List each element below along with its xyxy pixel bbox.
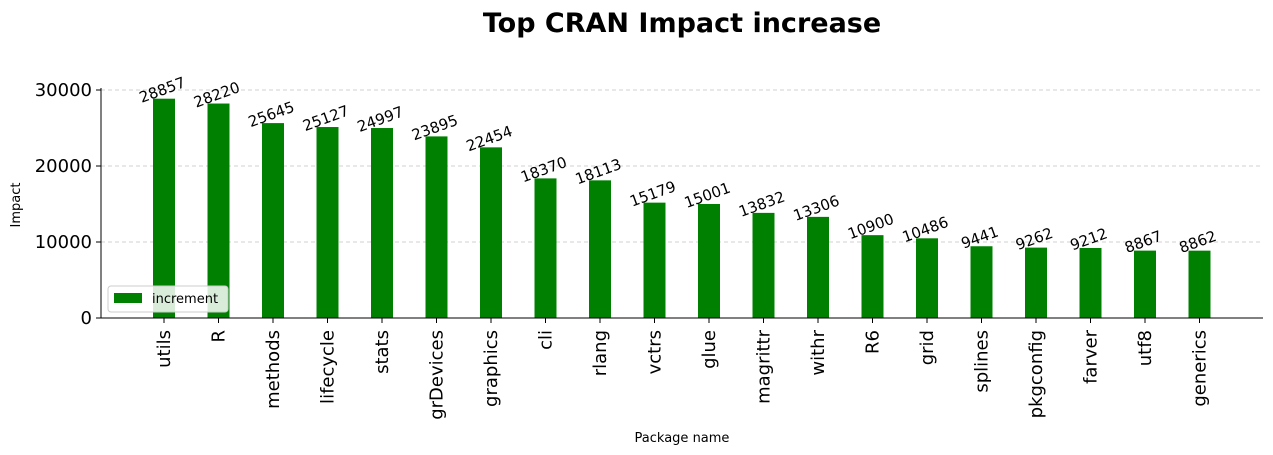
- x-tick-label: R: [209, 330, 230, 343]
- bar-grid: [916, 238, 938, 318]
- legend-swatch: [114, 293, 142, 303]
- bar-generics: [1188, 250, 1211, 318]
- bar-lifecycle: [316, 127, 339, 319]
- x-tick-label: grDevices: [427, 330, 448, 420]
- x-tick-label: cli: [536, 330, 557, 350]
- x-tick-label: utf8: [1135, 330, 1156, 366]
- bar-farver: [1079, 247, 1102, 318]
- x-tick-label: grid: [917, 330, 938, 365]
- bar-pkgconfig: [1025, 247, 1047, 318]
- bar-withr: [807, 216, 829, 318]
- x-tick-label: withr: [808, 329, 829, 375]
- y-tick-label: 20000: [35, 156, 92, 177]
- bar-graphics: [480, 147, 502, 318]
- bar-stats: [371, 128, 393, 318]
- bar-grDevices: [425, 136, 448, 318]
- y-axis-label: Impact: [9, 183, 24, 228]
- legend: increment: [107, 285, 229, 313]
- bar-R6: [861, 235, 884, 318]
- bar-splines: [970, 246, 993, 318]
- x-tick-label: pkgconfig: [1026, 330, 1047, 418]
- y-tick-label: 10000: [35, 232, 92, 253]
- bar-utf8: [1134, 250, 1156, 318]
- bar-magrittr: [752, 212, 775, 318]
- y-axis-ticks: 0 10000 20000 30000: [35, 80, 101, 329]
- bar-glue: [698, 203, 720, 318]
- bar-R: [207, 103, 230, 318]
- x-axis-label: Package name: [635, 431, 730, 446]
- x-tick-label: utils: [154, 330, 175, 368]
- x-tick-label: R6: [863, 330, 884, 354]
- bars: [153, 98, 1211, 319]
- x-tick-label: glue: [699, 330, 720, 369]
- x-tick-label: lifecycle: [318, 330, 339, 404]
- x-tick-label: magrittr: [754, 329, 775, 404]
- x-tick-label: methods: [263, 330, 284, 409]
- grid-lines: [101, 89, 1263, 243]
- y-tick-label: 30000: [35, 80, 92, 101]
- x-tick-label: stats: [372, 330, 393, 374]
- bar-vctrs: [643, 202, 666, 318]
- bar-utils: [153, 98, 175, 318]
- y-tick-label: 0: [81, 308, 92, 329]
- x-tick-label: farver: [1081, 329, 1102, 383]
- bar-methods: [262, 123, 284, 319]
- legend-label: increment: [152, 292, 218, 307]
- bar-cli: [534, 178, 557, 318]
- x-tick-label: generics: [1190, 330, 1211, 407]
- chart-title: Top CRAN Impact increase: [483, 8, 881, 39]
- x-tick-label: vctrs: [645, 330, 666, 374]
- x-tick-label: graphics: [481, 330, 502, 407]
- x-tick-label: rlang: [590, 330, 611, 376]
- legend-box: [107, 285, 229, 313]
- bar-rlang: [589, 180, 611, 318]
- x-tick-label: splines: [972, 330, 993, 393]
